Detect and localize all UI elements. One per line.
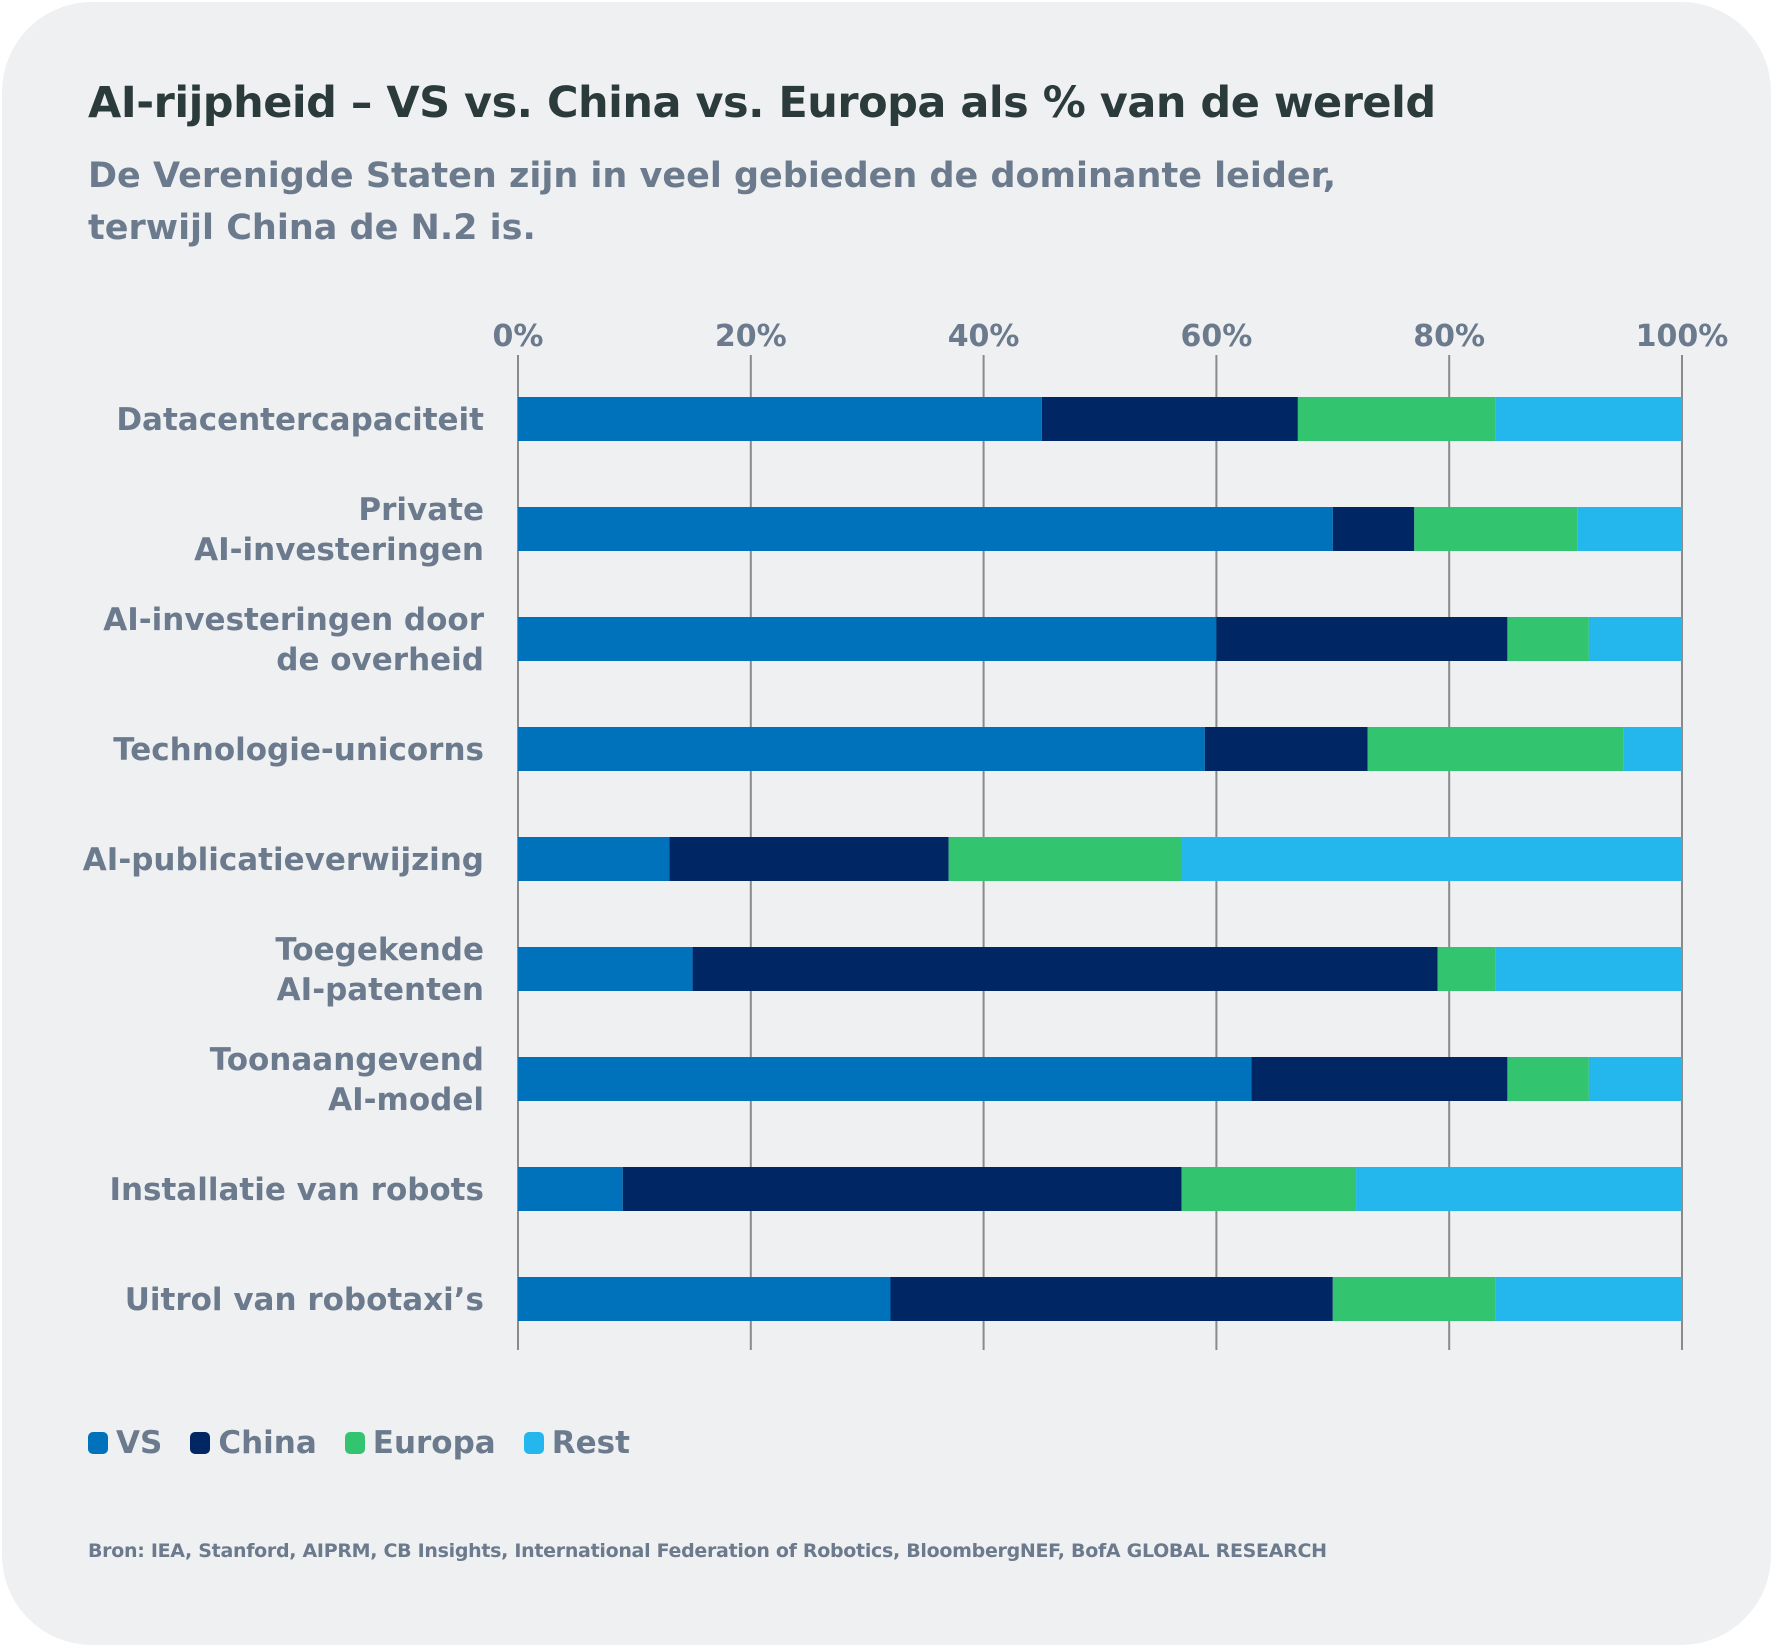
bar-segment-europa xyxy=(1507,1057,1589,1101)
category-label-line: AI-investeringen xyxy=(194,532,484,568)
bar-segment-rest xyxy=(1623,727,1682,771)
category-label: AI-publicatieverwijzing xyxy=(83,842,484,878)
bar-segment-china xyxy=(1332,507,1415,551)
category-label-line: Technologie-unicorns xyxy=(113,732,484,768)
legend: VS China Europa Rest xyxy=(88,1425,658,1461)
chart-title: AI-rijpheid – VS vs. China vs. Europa al… xyxy=(88,78,1436,128)
bar-segment-rest xyxy=(1588,1057,1682,1101)
bar-segment-rest xyxy=(1495,1277,1682,1321)
category-label-line: Uitrol van robotaxi’s xyxy=(125,1282,484,1318)
bar-segment-rest xyxy=(1577,507,1682,551)
category-label: Datacentercapaciteit xyxy=(116,402,484,438)
legend-swatch xyxy=(344,1432,365,1454)
source-note: Bron: IEA, Stanford, AIPRM, CB Insights,… xyxy=(88,1540,1327,1562)
category-label-line: AI-publicatieverwijzing xyxy=(83,842,484,878)
legend-item-rest: Rest xyxy=(523,1425,630,1461)
x-tick-label: 100% xyxy=(1636,319,1729,354)
category-label: Private AI-investeringen xyxy=(194,492,484,568)
category-label-line: Installatie van robots xyxy=(109,1172,484,1208)
bar-segment-china xyxy=(1204,727,1368,771)
bar-segment-rest xyxy=(1588,617,1682,661)
bar-segment-europa xyxy=(1297,397,1496,441)
category-label-line: AI-model xyxy=(328,1082,484,1118)
legend-swatch xyxy=(190,1432,211,1454)
category-label: Toegekende AI-patenten xyxy=(275,932,484,1008)
bar-segment-europa xyxy=(1437,947,1496,991)
bar-segment-rest xyxy=(1495,397,1682,441)
category-label-line: Datacentercapaciteit xyxy=(116,402,484,438)
bar-segment-vs xyxy=(518,507,1333,551)
bar-segment-vs xyxy=(518,727,1205,771)
bar-segment-rest xyxy=(1181,837,1682,881)
category-label: Toonaangevend AI-model xyxy=(210,1042,484,1118)
bar-segment-europa xyxy=(1332,1277,1496,1321)
x-tick-label: 80% xyxy=(1413,319,1485,354)
legend-item-europa: Europa xyxy=(344,1425,496,1461)
category-label-line: Private xyxy=(358,492,484,528)
chart-subtitle: De Verenigde Staten zijn in veel gebiede… xyxy=(88,156,1337,248)
category-label: Uitrol van robotaxi’s xyxy=(125,1282,484,1318)
bar-segment-china xyxy=(692,947,1438,991)
bar-segment-china xyxy=(1216,617,1508,661)
bar-segment-rest xyxy=(1356,1167,1682,1211)
bar-segment-vs xyxy=(518,617,1217,661)
x-tick-label: 20% xyxy=(715,319,787,354)
bar-segment-europa xyxy=(1414,507,1578,551)
bar-segment-china xyxy=(1251,1057,1508,1101)
bar-segment-vs xyxy=(518,837,670,881)
bar-segment-vs xyxy=(518,1277,891,1321)
legend-swatch xyxy=(88,1432,108,1454)
bar-segment-europa xyxy=(1367,727,1624,771)
bar-segment-china xyxy=(1041,397,1298,441)
bar-segment-vs xyxy=(518,1057,1252,1101)
bar-segment-china xyxy=(890,1277,1333,1321)
bar-segment-vs xyxy=(518,947,693,991)
bar-segment-vs xyxy=(518,397,1042,441)
bar-segment-china xyxy=(669,837,949,881)
bar-segment-europa xyxy=(948,837,1182,881)
bar-segment-vs xyxy=(518,1167,623,1211)
legend-label: Rest xyxy=(551,1425,630,1461)
category-label-line: Toonaangevend xyxy=(210,1042,484,1078)
category-label-line: de overheid xyxy=(276,642,484,678)
category-label-line: AI-investeringen door xyxy=(103,602,484,638)
legend-item-vs: VS xyxy=(88,1425,162,1461)
category-label: AI-investeringen door de overheid xyxy=(103,602,484,678)
legend-label: VS xyxy=(116,1425,163,1461)
category-label: Technologie-unicorns xyxy=(113,732,484,768)
x-tick-label: 60% xyxy=(1180,319,1252,354)
legend-swatch xyxy=(523,1432,544,1454)
x-tick-label: 0% xyxy=(493,319,544,354)
bar-segment-rest xyxy=(1495,947,1682,991)
category-label-line: AI-patenten xyxy=(277,972,484,1008)
legend-item-china: China xyxy=(190,1425,317,1461)
bar-segment-europa xyxy=(1507,617,1589,661)
category-label-line: Toegekende xyxy=(275,932,484,968)
category-label: Installatie van robots xyxy=(109,1172,484,1208)
x-tick-label: 40% xyxy=(948,319,1020,354)
bar-segment-china xyxy=(622,1167,1182,1211)
legend-label: China xyxy=(218,1425,317,1461)
bar-segment-europa xyxy=(1181,1167,1357,1211)
legend-label: Europa xyxy=(372,1425,496,1461)
